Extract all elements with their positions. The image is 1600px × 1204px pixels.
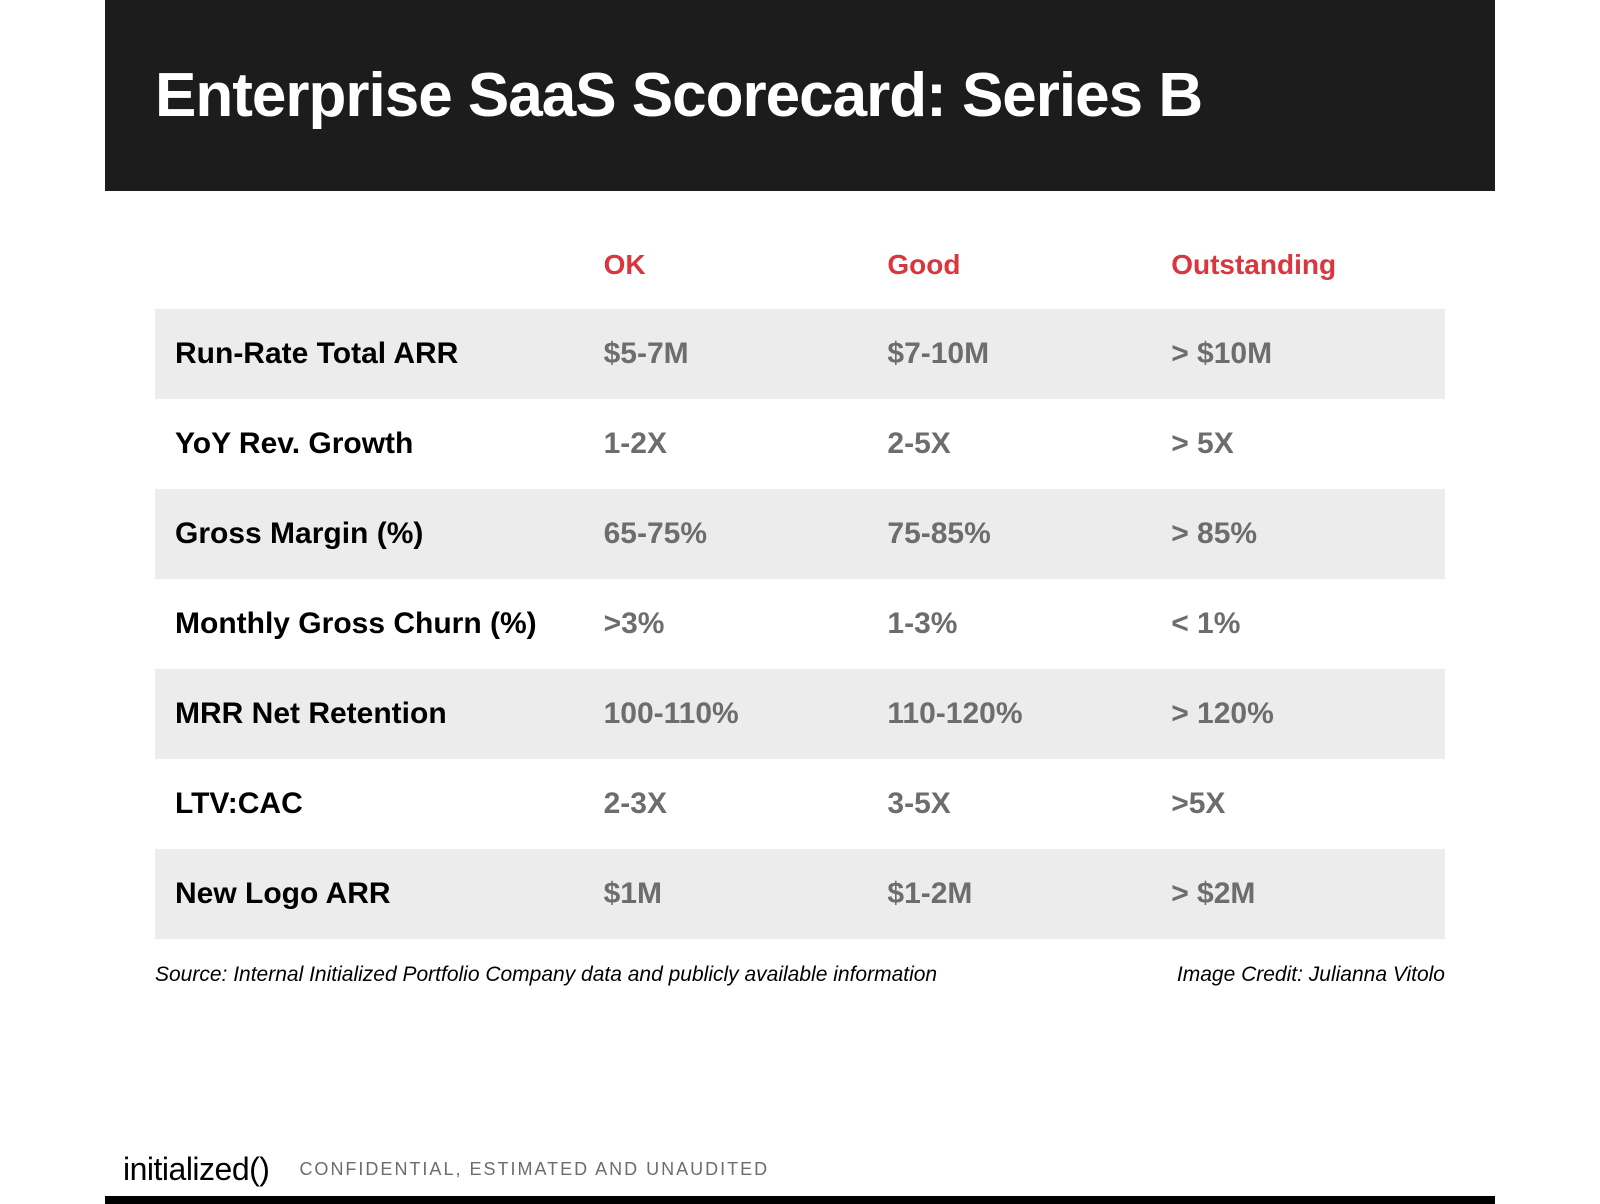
outstanding-cell: > $10M [1161, 309, 1445, 399]
table-row: MRR Net Retention 100-110% 110-120% > 12… [155, 669, 1445, 759]
good-cell: 2-5X [877, 399, 1161, 489]
scorecard-table: OK Good Outstanding Run-Rate Total ARR $… [155, 231, 1445, 939]
col-header-good: Good [877, 231, 1161, 309]
metric-cell: Gross Margin (%) [155, 489, 594, 579]
table-row: Monthly Gross Churn (%) >3% 1-3% < 1% [155, 579, 1445, 669]
outstanding-cell: > 5X [1161, 399, 1445, 489]
col-header-metric [155, 231, 594, 309]
outstanding-cell: > 120% [1161, 669, 1445, 759]
table-header-row: OK Good Outstanding [155, 231, 1445, 309]
outstanding-cell: > $2M [1161, 849, 1445, 939]
table-row: New Logo ARR $1M $1-2M > $2M [155, 849, 1445, 939]
good-cell: 1-3% [877, 579, 1161, 669]
logo-parens: () [249, 1151, 269, 1187]
good-cell: $1-2M [877, 849, 1161, 939]
table-row: Run-Rate Total ARR $5-7M $7-10M > $10M [155, 309, 1445, 399]
metric-cell: LTV:CAC [155, 759, 594, 849]
outstanding-cell: >5X [1161, 759, 1445, 849]
outstanding-cell: < 1% [1161, 579, 1445, 669]
metric-cell: YoY Rev. Growth [155, 399, 594, 489]
good-cell: 75-85% [877, 489, 1161, 579]
scorecard-wrap: OK Good Outstanding Run-Rate Total ARR $… [105, 191, 1495, 949]
footnote-source: Source: Internal Initialized Portfolio C… [155, 963, 937, 987]
ok-cell: 1-2X [594, 399, 878, 489]
table-row: LTV:CAC 2-3X 3-5X >5X [155, 759, 1445, 849]
metric-cell: Monthly Gross Churn (%) [155, 579, 594, 669]
ok-cell: >3% [594, 579, 878, 669]
slide-title: Enterprise SaaS Scorecard: Series B [155, 60, 1445, 131]
header-band: Enterprise SaaS Scorecard: Series B [105, 0, 1495, 191]
ok-cell: 100-110% [594, 669, 878, 759]
col-header-outstanding: Outstanding [1161, 231, 1445, 309]
footnotes: Source: Internal Initialized Portfolio C… [105, 949, 1495, 987]
metric-cell: MRR Net Retention [155, 669, 594, 759]
ok-cell: 2-3X [594, 759, 878, 849]
logo: initialized() [123, 1151, 269, 1188]
footer-bar: initialized() CONFIDENTIAL, ESTIMATED AN… [105, 1151, 1495, 1188]
footnote-credit: Image Credit: Julianna Vitolo [1177, 963, 1445, 987]
good-cell: 110-120% [877, 669, 1161, 759]
slide-container: Enterprise SaaS Scorecard: Series B OK G… [105, 0, 1495, 1204]
table-row: YoY Rev. Growth 1-2X 2-5X > 5X [155, 399, 1445, 489]
scorecard-body: Run-Rate Total ARR $5-7M $7-10M > $10M Y… [155, 309, 1445, 939]
good-cell: 3-5X [877, 759, 1161, 849]
outstanding-cell: > 85% [1161, 489, 1445, 579]
metric-cell: New Logo ARR [155, 849, 594, 939]
col-header-ok: OK [594, 231, 878, 309]
bottom-strip [105, 1196, 1495, 1204]
metric-cell: Run-Rate Total ARR [155, 309, 594, 399]
confidential-label: CONFIDENTIAL, ESTIMATED AND UNAUDITED [299, 1159, 769, 1180]
good-cell: $7-10M [877, 309, 1161, 399]
logo-text: initialized [123, 1151, 249, 1187]
table-row: Gross Margin (%) 65-75% 75-85% > 85% [155, 489, 1445, 579]
ok-cell: $5-7M [594, 309, 878, 399]
ok-cell: $1M [594, 849, 878, 939]
ok-cell: 65-75% [594, 489, 878, 579]
